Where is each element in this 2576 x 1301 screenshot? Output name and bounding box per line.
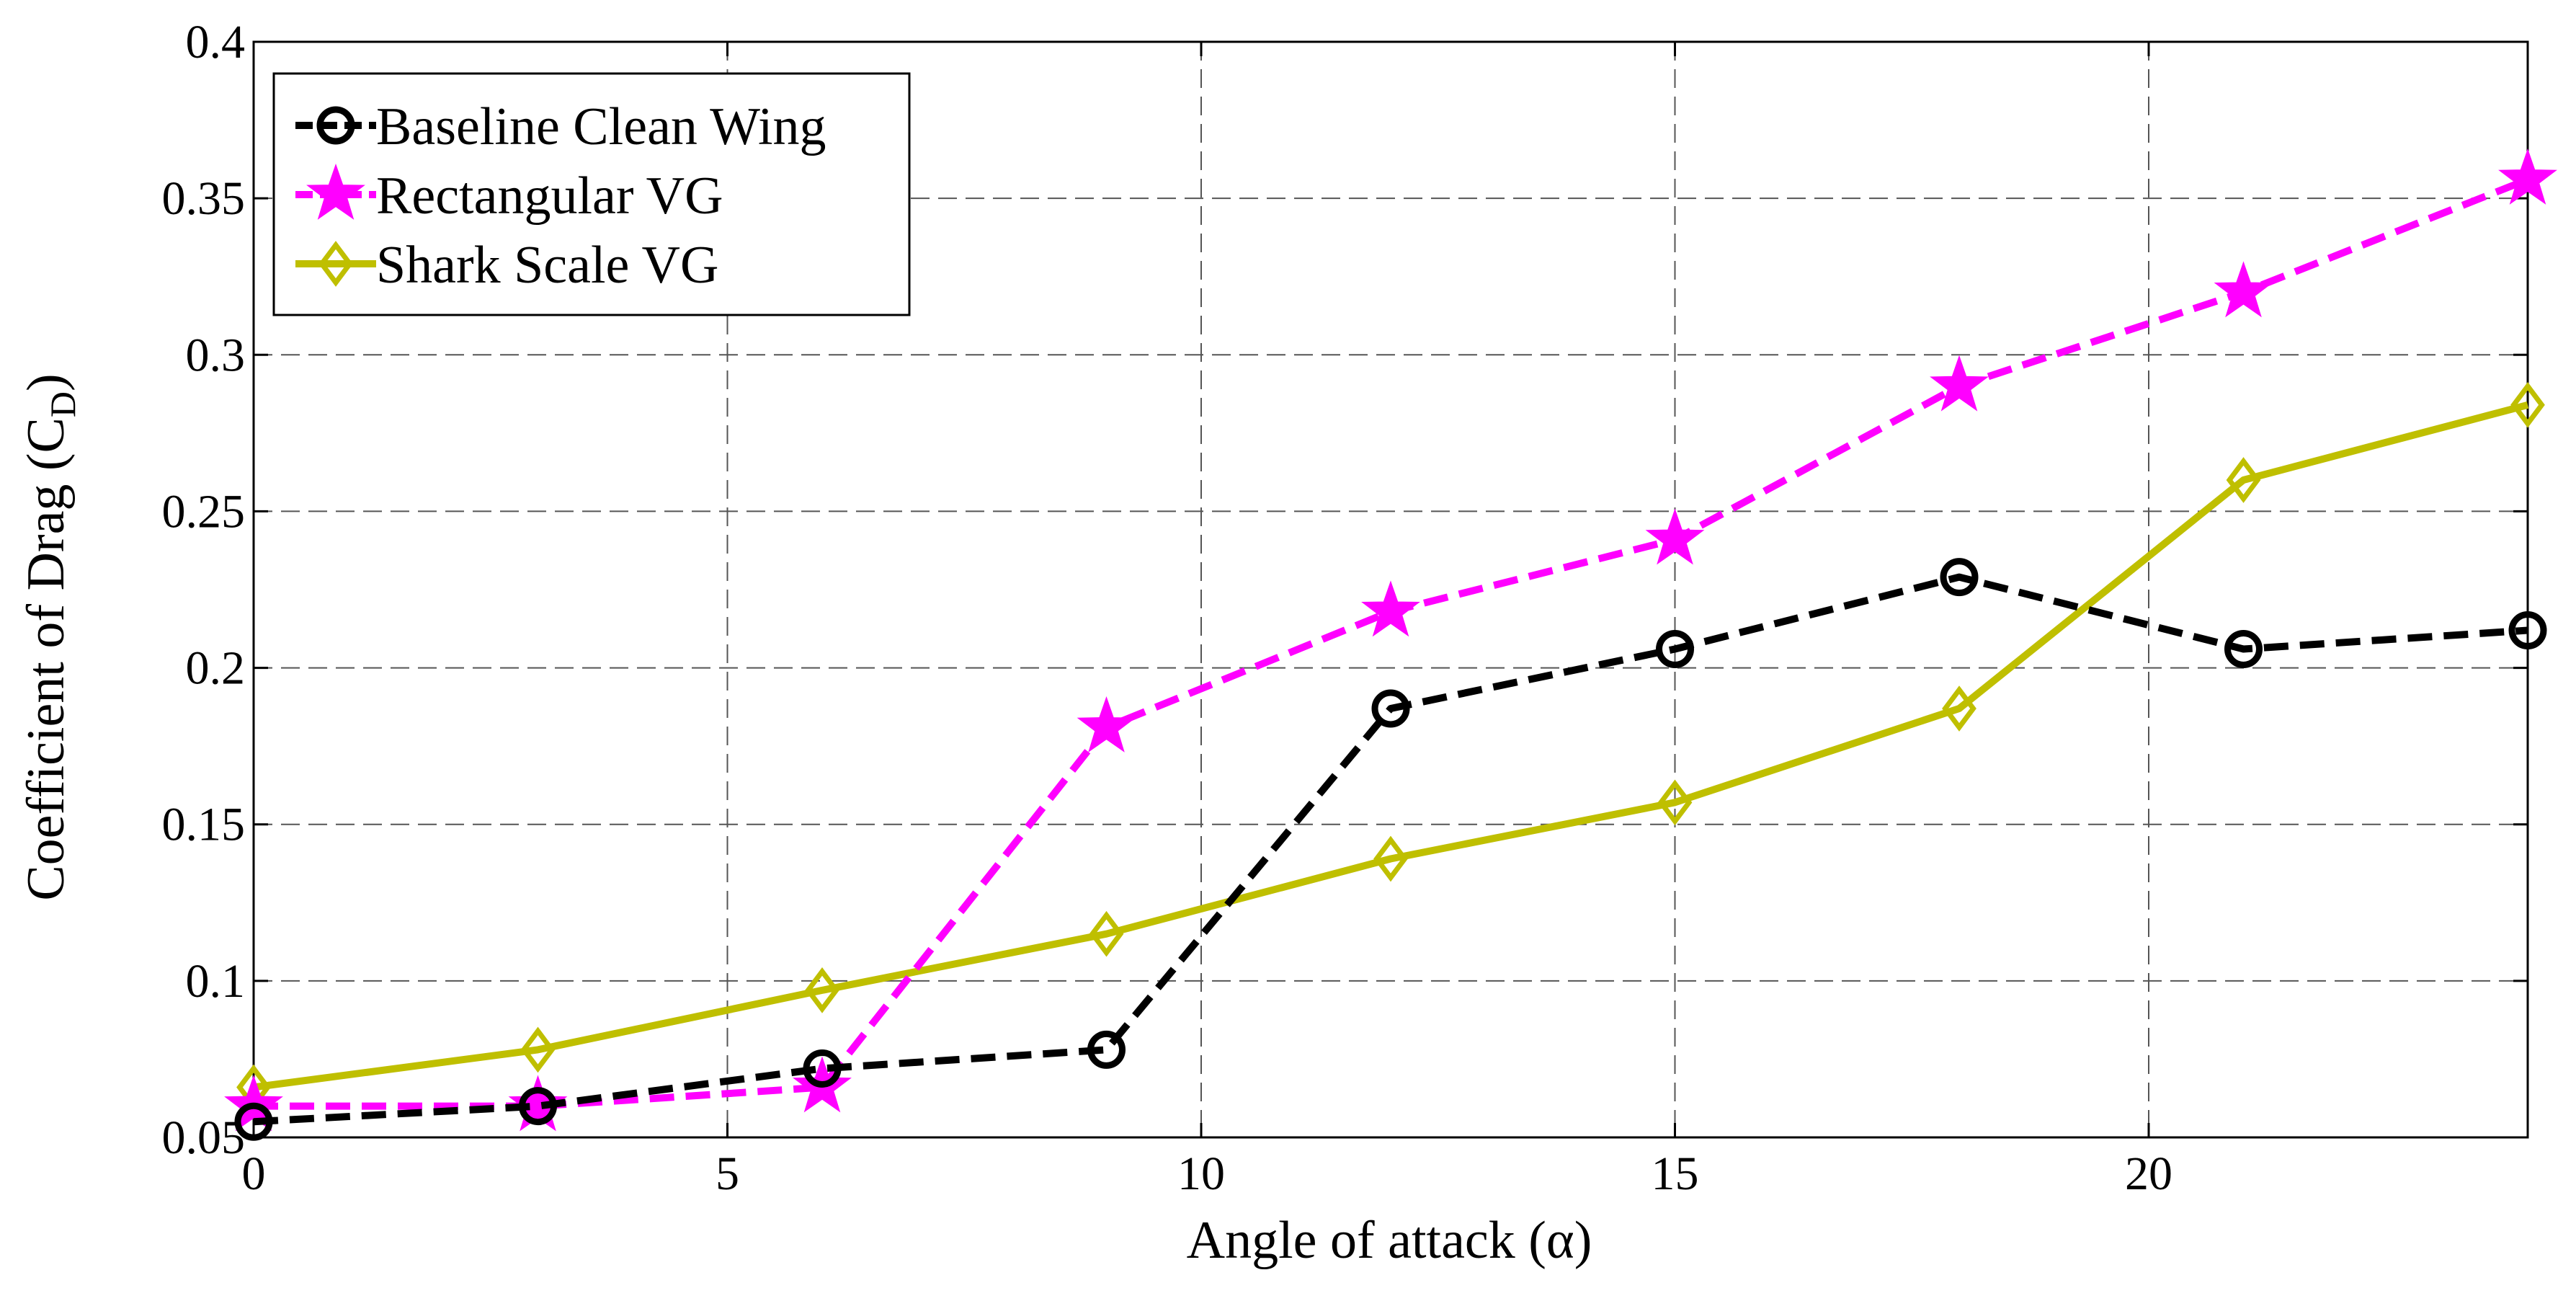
y-tick-label: 0.05 — [162, 1111, 246, 1164]
y-tick-label: 0.2 — [186, 642, 246, 695]
data-point-shark-scale-vg — [1657, 779, 1693, 826]
y-axis-label-close: ) — [17, 373, 76, 391]
y-axis-label-subscript: D — [43, 391, 83, 417]
x-axis-label: Angle of attack (α) — [1187, 1211, 1592, 1270]
data-point-shark-scale-vg — [1942, 685, 1976, 732]
x-tick-label: 10 — [1177, 1147, 1225, 1200]
tick-labels: 0 5 10 15 20 0.05 0.1 0.15 0.2 0.25 0.3 0.35 0.4 — [162, 16, 2173, 1200]
legend-marker-rectangular-vg — [306, 163, 365, 220]
legend-label-rectangular-vg: Rectangular VG — [376, 166, 723, 226]
series-layer — [224, 148, 2557, 1141]
data-point-baseline-clean-wing — [234, 1102, 273, 1141]
y-axis-label-main: Coefficient of Drag (C — [17, 417, 76, 901]
legend-label-shark-scale-vg: Shark Scale VG — [376, 236, 718, 295]
series-line-baseline-clean-wing — [253, 573, 2528, 1126]
x-tick-label: 5 — [716, 1147, 739, 1200]
legend-marker-shark-scale-vg — [318, 241, 353, 287]
data-point-shark-scale-vg — [1373, 835, 1408, 882]
data-point-baseline-clean-wing — [2508, 610, 2547, 649]
data-point-rectangular-vg — [1930, 355, 1989, 412]
plot-frame — [252, 40, 2529, 1139]
data-point-baseline-clean-wing — [803, 1049, 842, 1088]
data-point-baseline-clean-wing — [519, 1087, 557, 1126]
y-axis-label: Coefficient of Drag (CD) — [17, 373, 83, 900]
data-point-rectangular-vg — [1361, 580, 1420, 637]
legend: Baseline Clean Wing Rectangular VG Shark S… — [272, 72, 911, 316]
data-point-shark-scale-vg — [805, 967, 839, 1013]
legend-marker-baseline-clean-wing — [316, 106, 355, 145]
y-tick-label: 0.35 — [162, 172, 246, 225]
y-tick-label: 0.4 — [186, 16, 246, 68]
legend-label-baseline-clean-wing: Baseline Clean Wing — [376, 97, 826, 156]
data-point-rectangular-vg — [1077, 696, 1136, 752]
data-point-baseline-clean-wing — [1656, 630, 1694, 669]
data-point-shark-scale-vg — [1089, 910, 1124, 957]
y-tick-label: 0.3 — [186, 329, 246, 381]
x-tick-label: 0 — [242, 1147, 266, 1200]
data-point-rectangular-vg — [1645, 508, 1705, 565]
series-shark-scale-vg — [236, 381, 2545, 1111]
legend-box — [272, 72, 911, 316]
data-point-baseline-clean-wing — [1371, 689, 1410, 728]
data-point-shark-scale-vg — [520, 1026, 556, 1073]
y-tick-label: 0.25 — [162, 485, 246, 538]
grid — [254, 42, 2528, 1137]
data-point-baseline-clean-wing — [1087, 1030, 1126, 1069]
data-point-rectangular-vg — [2214, 261, 2273, 318]
data-point-baseline-clean-wing — [2224, 630, 2263, 669]
series-baseline-clean-wing — [234, 558, 2547, 1141]
data-point-rectangular-vg — [508, 1075, 568, 1132]
data-point-shark-scale-vg — [2226, 457, 2261, 503]
x-tick-label: 15 — [1652, 1147, 1699, 1200]
series-line-shark-scale-vg — [253, 401, 2529, 1091]
data-point-rectangular-vg — [2498, 148, 2557, 205]
y-tick-label: 0.15 — [162, 799, 246, 851]
y-tick-label: 0.1 — [186, 955, 246, 1008]
x-tick-label: 20 — [2125, 1147, 2172, 1200]
data-point-baseline-clean-wing — [1940, 558, 1979, 597]
data-point-shark-scale-vg — [2510, 381, 2545, 428]
